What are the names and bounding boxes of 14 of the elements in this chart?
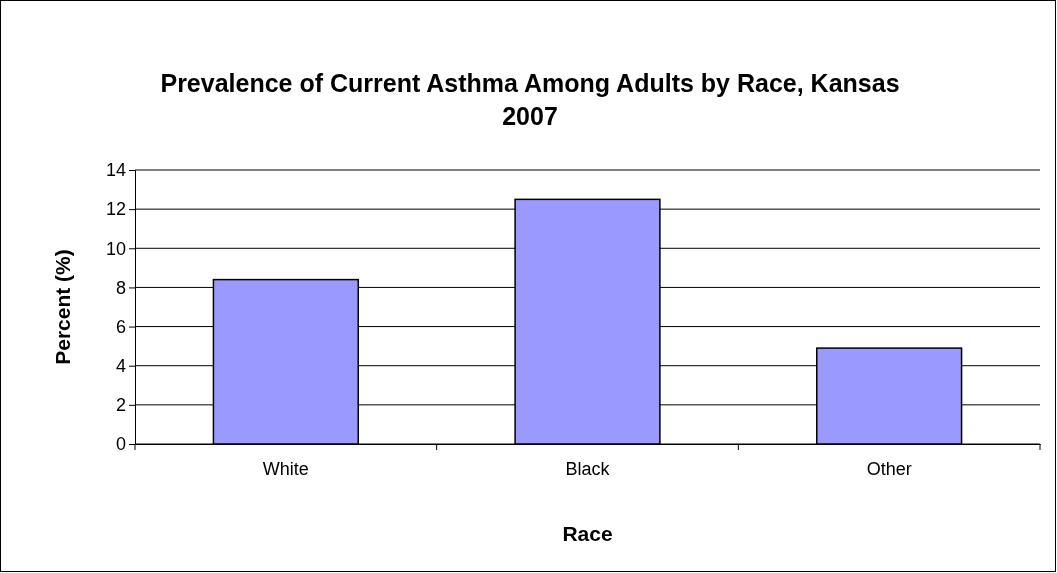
y-tick-label: 0 xyxy=(115,434,126,455)
x-tick-label: Other xyxy=(866,458,912,479)
y-tick-label: 14 xyxy=(105,160,126,181)
y-tick-label: 6 xyxy=(115,316,126,337)
y-axis-title: Percent (%) xyxy=(51,249,74,365)
y-tick-label: 8 xyxy=(115,277,126,298)
y-tick-label: 12 xyxy=(105,199,126,220)
y-tick-label: 4 xyxy=(115,355,126,376)
x-tick-label: White xyxy=(262,458,309,479)
x-axis-title: Race xyxy=(562,522,613,545)
x-tick-label: Black xyxy=(565,458,611,479)
chart-title: Prevalence of Current Asthma Among Adults by Race, Kansas 2007 xyxy=(160,69,900,130)
y-tick-label: 2 xyxy=(115,395,126,416)
y-tick-label: 10 xyxy=(105,238,126,259)
